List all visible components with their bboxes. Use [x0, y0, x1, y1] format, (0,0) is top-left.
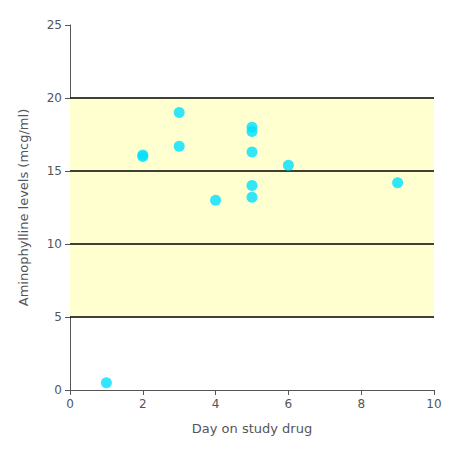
- svg-text:Day on study drug: Day on study drug: [192, 421, 312, 436]
- svg-text:8: 8: [357, 397, 365, 411]
- svg-text:4: 4: [212, 397, 220, 411]
- svg-text:10: 10: [47, 237, 62, 251]
- svg-text:5: 5: [54, 310, 62, 324]
- svg-text:2: 2: [139, 397, 147, 411]
- svg-text:0: 0: [54, 383, 62, 397]
- svg-text:Aminophylline levels (mcg/ml): Aminophylline levels (mcg/ml): [16, 109, 31, 306]
- svg-text:15: 15: [47, 164, 62, 178]
- svg-text:10: 10: [426, 397, 441, 411]
- svg-text:0: 0: [66, 397, 74, 411]
- svg-text:6: 6: [285, 397, 293, 411]
- svg-text:25: 25: [47, 18, 62, 32]
- svg-text:20: 20: [47, 91, 62, 105]
